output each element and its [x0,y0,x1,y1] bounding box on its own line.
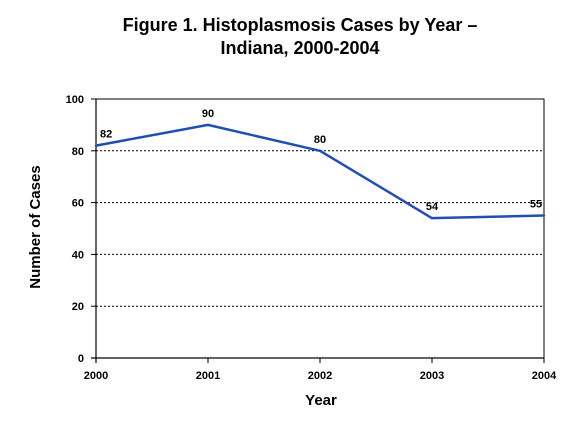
data-label: 90 [202,108,214,120]
x-tick-label: 2001 [196,370,220,382]
data-point [542,214,546,217]
x-axis-label: Year [305,392,337,409]
chart-title-line-2: Indiana, 2000-2004 [220,38,379,58]
data-point [94,144,98,147]
data-point [206,123,210,127]
x-tick-label: 2004 [532,370,557,382]
y-tick-label: 60 [72,198,84,210]
x-tick-label: 2002 [308,370,332,382]
x-ticks: 2000 2001 2002 2003 2004 [84,358,557,382]
y-tick-label: 100 [66,94,84,106]
series [94,123,546,220]
data-label: 55 [530,199,542,211]
data-point [318,149,322,152]
plot-area: 0 20 40 60 80 100 2000 2001 2002 2003 2004 82 90 80… [66,94,557,382]
data-point [430,216,434,220]
y-axis-label: Number of Cases [27,165,44,288]
chart-title-line-1: Figure 1. Histoplasmosis Cases by Year – [123,15,478,35]
x-tick-label: 2000 [84,370,108,382]
x-tick-label: 2003 [420,370,444,382]
y-tick-label: 20 [72,301,84,313]
y-ticks: 0 20 40 60 80 100 [66,94,96,365]
y-tick-label: 0 [78,353,84,365]
gridlines [96,150,544,307]
data-label: 54 [426,201,439,213]
data-label: 80 [314,134,326,146]
data-label: 82 [100,129,112,141]
y-tick-label: 40 [72,249,84,261]
y-tick-label: 80 [72,146,84,158]
data-labels: 82 90 80 54 55 [100,108,542,213]
